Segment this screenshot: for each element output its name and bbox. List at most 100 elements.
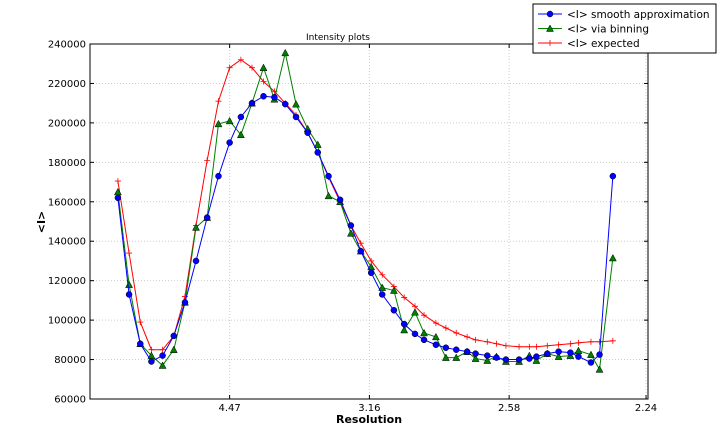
chart-title: Intensity plots [306, 33, 370, 43]
data-point [544, 342, 551, 349]
data-point [567, 340, 574, 347]
data-point [472, 336, 479, 343]
data-point [281, 48, 290, 57]
data-point [421, 312, 428, 319]
data-point [325, 172, 332, 180]
data-point [125, 291, 133, 298]
y-tick-label: 100000 [48, 316, 86, 327]
data-point [532, 356, 541, 364]
data-point [226, 64, 233, 71]
data-point [292, 113, 300, 121]
legend: <I> smooth approximation <I> via binning <… [532, 3, 717, 54]
data-point [533, 353, 540, 360]
data-point [215, 172, 222, 180]
data-point [442, 325, 449, 331]
data-point [292, 100, 300, 108]
data-point [608, 253, 617, 262]
data-point [555, 341, 562, 348]
y-tick-label: 240000 [48, 40, 86, 51]
y-tick-label: 200000 [48, 118, 86, 129]
data-point [379, 271, 386, 278]
data-point [313, 140, 322, 148]
data-point [464, 333, 471, 340]
data-point [347, 229, 355, 237]
data-point [575, 339, 582, 346]
data-point [271, 94, 278, 101]
data-point [357, 247, 365, 255]
data-point [555, 348, 562, 355]
data-point [420, 336, 428, 344]
data-point [125, 280, 133, 288]
data-point [471, 354, 480, 362]
data-point [587, 350, 595, 358]
data-point [441, 353, 450, 361]
data-point [411, 330, 419, 338]
data-point [113, 187, 122, 196]
data-point [533, 343, 540, 350]
data-point [544, 350, 551, 357]
data-point [170, 332, 178, 340]
data-point [502, 356, 510, 363]
legend-label: <I> smooth approximation [567, 9, 710, 21]
data-point [400, 320, 408, 328]
legend-label: <I> expected [567, 38, 640, 50]
x-tick-label: 4.47 [219, 403, 241, 414]
data-point [472, 350, 479, 357]
data-point [314, 149, 322, 156]
data-point [237, 56, 244, 63]
data-point [587, 359, 595, 366]
data-point [389, 286, 398, 294]
data-point [158, 361, 167, 369]
data-point [192, 223, 200, 231]
data-point [574, 346, 583, 354]
data-point [214, 119, 223, 128]
data-point [203, 214, 211, 221]
series-line [117, 52, 614, 371]
data-point [215, 98, 222, 105]
data-point [114, 178, 121, 185]
data-point [502, 342, 509, 349]
series-line [117, 59, 613, 351]
data-point [378, 291, 386, 298]
data-point [260, 78, 267, 85]
y-tick-label: 220000 [48, 79, 86, 90]
data-point [181, 299, 189, 306]
data-point [595, 365, 604, 373]
data-point [390, 307, 398, 314]
data-point [493, 340, 500, 347]
data-point [411, 308, 419, 316]
x-tick-label: 2.58 [498, 403, 520, 414]
data-point [114, 194, 122, 202]
y-tick-label: 160000 [48, 197, 86, 208]
data-point [204, 157, 211, 164]
data-point [483, 356, 492, 364]
data-point [137, 340, 144, 348]
data-point [432, 341, 440, 349]
data-point [453, 346, 460, 353]
data-point [192, 257, 200, 265]
series-line [117, 95, 614, 364]
data-point [137, 319, 144, 326]
data-point [452, 353, 461, 361]
data-point [453, 329, 460, 336]
data-point [587, 338, 594, 345]
data-point [515, 356, 523, 363]
data-point [567, 349, 574, 356]
data-point [126, 250, 133, 257]
data-point [159, 346, 166, 353]
data-point [546, 24, 554, 32]
y-tick-label: 80000 [54, 355, 86, 366]
data-point [442, 344, 450, 351]
data-point [367, 269, 375, 277]
data-point [401, 294, 408, 301]
data-point [225, 116, 234, 125]
y-tick-label: 120000 [48, 276, 86, 287]
data-point [248, 64, 255, 71]
data-point [526, 355, 533, 362]
data-point [336, 196, 344, 204]
data-point [546, 10, 554, 18]
data-point [431, 332, 440, 341]
y-tick-label: 60000 [54, 395, 86, 406]
data-point [547, 40, 553, 46]
